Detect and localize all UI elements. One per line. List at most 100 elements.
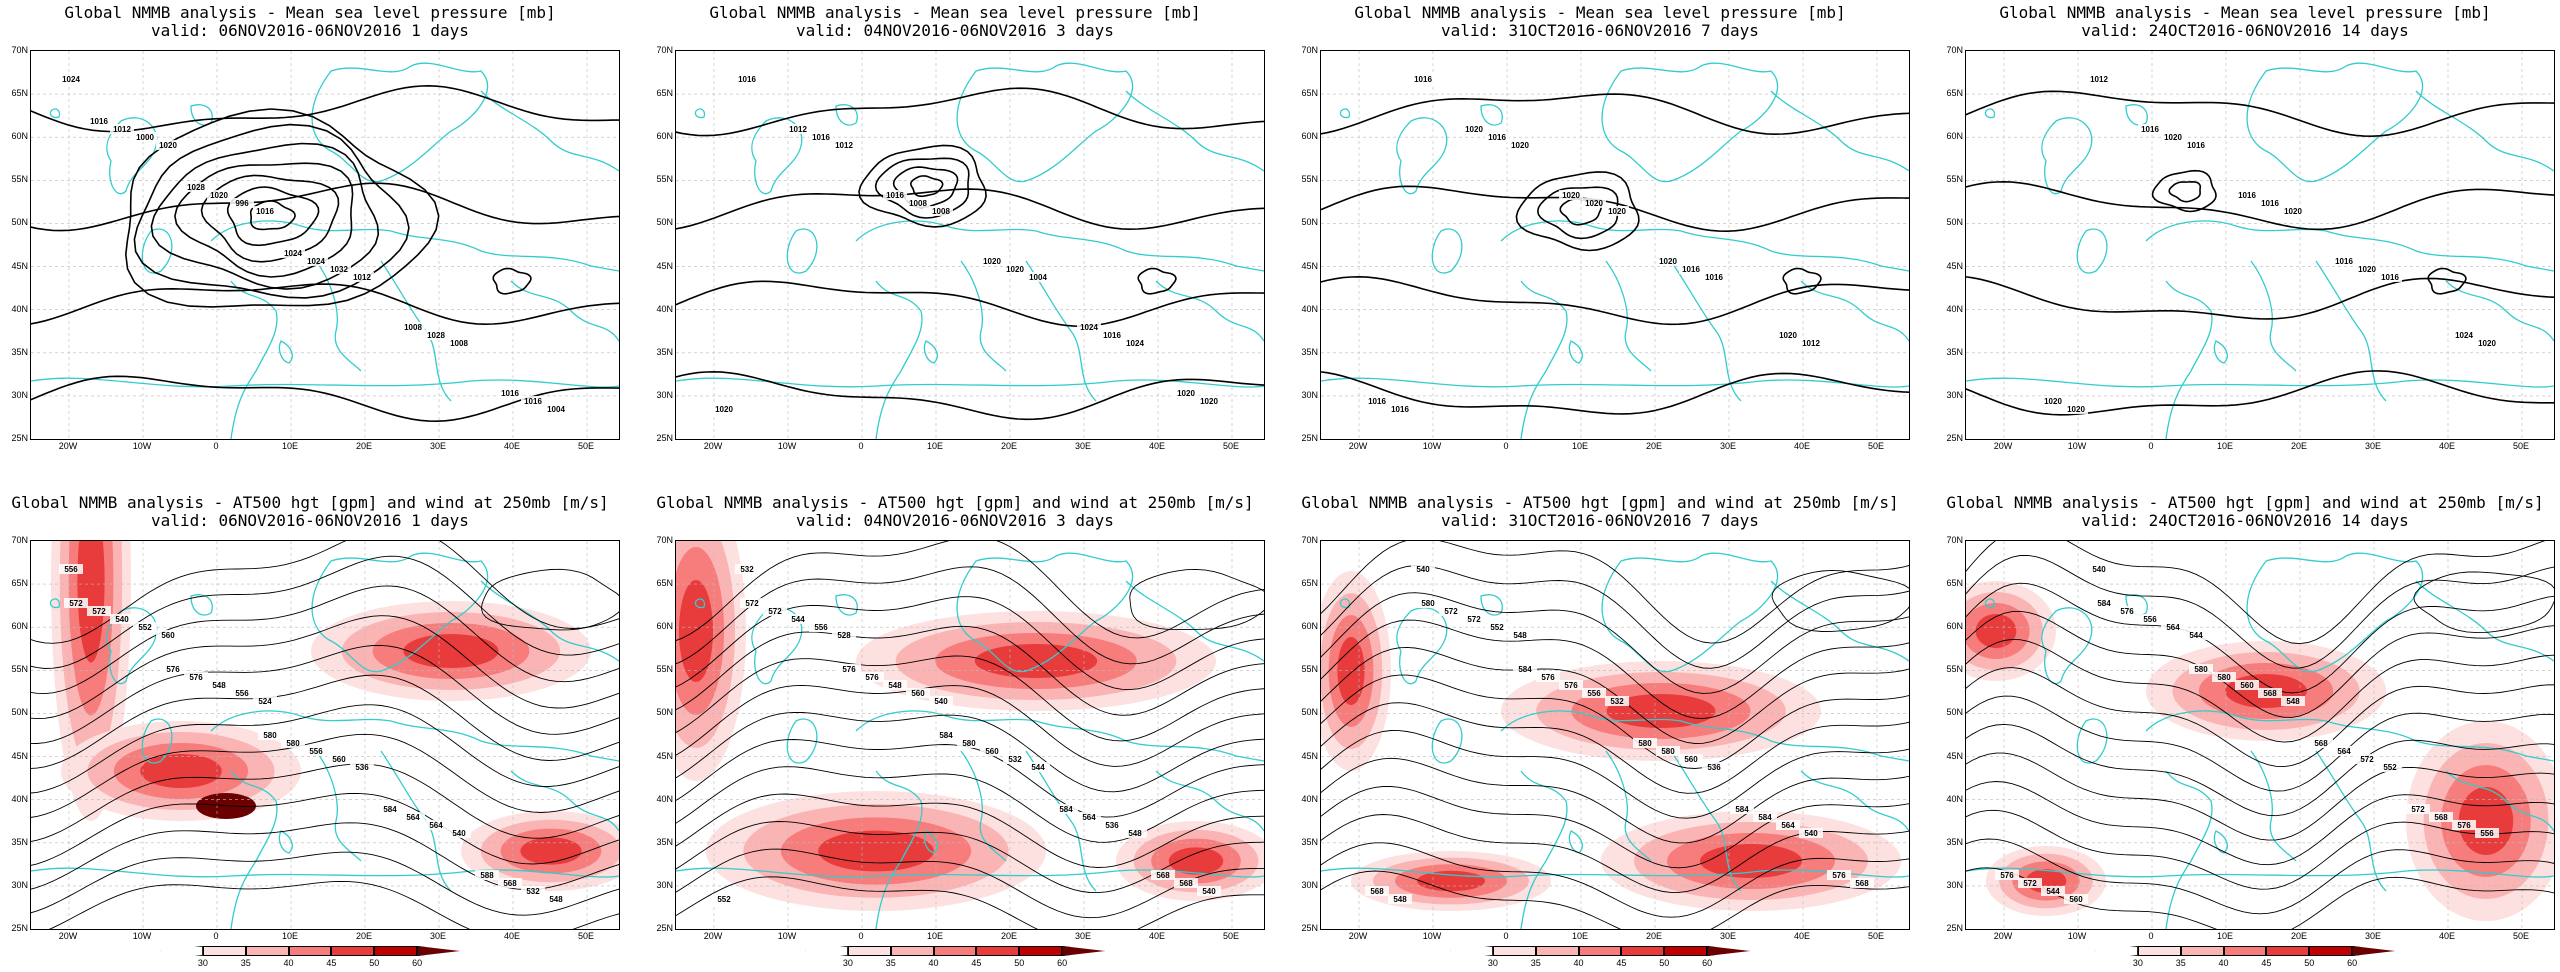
contour-label: 1008 — [404, 323, 422, 332]
contour-label: 1024 — [1126, 339, 1144, 348]
contour-label-bg — [253, 206, 277, 216]
lon-tick-label: 30E — [2364, 441, 2382, 451]
coastline — [1025, 260, 1097, 402]
contour-label: 580 — [2217, 673, 2231, 682]
coastline — [835, 104, 858, 126]
panel-title: Global NMMB analysis - Mean sea level pr… — [64, 3, 556, 22]
contour-label: 1016 — [1488, 133, 1506, 142]
height-contour — [31, 644, 619, 744]
contour-label: 1020 — [2284, 207, 2302, 216]
contour-label: 588 — [480, 871, 494, 880]
height-contour — [1966, 838, 2554, 915]
contour-label: 540 — [115, 615, 129, 624]
colorbar-swatch — [2137, 946, 2181, 956]
contour-label-bg — [740, 598, 764, 608]
lon-tick-label: 50E — [1222, 931, 1240, 941]
lat-tick-label: 25N — [656, 923, 673, 933]
contour-label: 1020 — [1511, 141, 1529, 150]
lat-tick-label: 55N — [656, 174, 673, 185]
colorbar-swatch — [890, 946, 934, 956]
contour-label-bg — [133, 132, 157, 142]
contour-label: 996 — [235, 199, 249, 208]
coastline — [694, 598, 706, 609]
coastline — [2213, 340, 2228, 364]
contour-label-bg — [475, 870, 499, 880]
isobar — [1966, 90, 2554, 138]
lat-tick-label: 45N — [1946, 750, 1963, 761]
coastline — [1155, 280, 1264, 342]
lon-tick-label: 20E — [2290, 441, 2308, 451]
lat-tick-label: 25N — [11, 923, 28, 933]
lat-tick-label: 60N — [11, 131, 28, 142]
lon-tick-label: 0 — [2148, 441, 2154, 451]
panel-title: Global NMMB analysis - AT500 hgt [gpm] a… — [1301, 493, 1899, 512]
coastline — [2250, 260, 2297, 372]
lon-tick-label: 20W — [703, 441, 723, 451]
contour-label: 564 — [1781, 821, 1795, 830]
coastline — [956, 62, 1134, 183]
coastline — [2125, 104, 2148, 126]
lat-tick-label: 45N — [656, 750, 673, 761]
lon-tick-label: 50E — [577, 931, 595, 941]
coastline — [49, 598, 61, 609]
lat-tick-label: 35N — [11, 836, 28, 847]
coastline — [315, 750, 362, 862]
wind-speed-shading — [77, 541, 105, 663]
coastline — [1770, 580, 1909, 662]
lat-tick-label: 50N — [656, 707, 673, 718]
lat-tick-label: 55N — [11, 174, 28, 185]
lon-tick-label: 30E — [1074, 931, 1092, 941]
contour-label: 1012 — [113, 125, 131, 134]
contour-label: 568 — [1179, 879, 1193, 888]
height-contour — [676, 876, 1264, 929]
wind-speed-shading — [2458, 787, 2514, 855]
lat-tick-label: 35N — [1946, 346, 1963, 357]
lat-tick-label: 55N — [1301, 664, 1318, 675]
lon-tick-label: 0 — [1503, 931, 1509, 941]
lon-tick-label: 10W — [777, 441, 797, 451]
contour-label-bg — [1174, 388, 1198, 398]
coastline — [190, 594, 213, 616]
contour-label-bg — [424, 330, 448, 340]
coastline — [480, 90, 619, 172]
contour-label-bg — [712, 894, 736, 904]
contour-label: 568 — [2314, 739, 2328, 748]
coastline — [835, 594, 858, 616]
lat-tick-label: 70N — [656, 45, 673, 55]
lat-tick-label: 30N — [1301, 879, 1318, 890]
lat-tick-label: 55N — [11, 664, 28, 675]
contour-label: 524 — [258, 697, 272, 706]
lat-tick-label: 70N — [1946, 535, 1963, 545]
height-contour — [676, 793, 1264, 868]
colorbar-swatch — [976, 946, 1020, 956]
contour-label-bg — [2184, 630, 2208, 640]
contour-label: 560 — [985, 747, 999, 756]
contour-label: 572 — [1444, 607, 1458, 616]
contour-label: 1016 — [738, 75, 756, 84]
contour-label-bg — [2161, 132, 2185, 142]
contour-label-bg — [1411, 564, 1435, 574]
coastline — [278, 340, 293, 364]
coastline — [31, 377, 619, 388]
lon-tick-label: 20E — [1000, 931, 1018, 941]
panel-valid-period: valid: 31OCT2016-06NOV2016 7 days — [1441, 21, 1759, 40]
colorbar-swatch — [288, 946, 332, 956]
coastline — [2145, 710, 2554, 762]
isobar — [1966, 370, 2554, 416]
height-contour — [676, 625, 1264, 716]
contour-label-bg — [2184, 140, 2208, 150]
contour-label-bg — [1485, 622, 1509, 632]
map-canvas: 556 560 524 536 540 548 552 556 560 564 532 540 548 5… — [31, 541, 619, 929]
contour-label: 1024 — [1080, 323, 1098, 332]
coastline — [956, 552, 1134, 673]
contour-label: 576 — [842, 665, 856, 674]
contour-label-bg — [64, 598, 88, 608]
colorbar-swatch — [2309, 946, 2353, 956]
coastline — [2041, 607, 2093, 685]
coastline — [2213, 830, 2228, 854]
coastline — [1601, 552, 1779, 673]
coastline — [210, 710, 619, 762]
contour-label-bg — [1702, 272, 1726, 282]
contour-label: 1020 — [1465, 125, 1483, 134]
contour-label-bg — [1439, 606, 1463, 616]
